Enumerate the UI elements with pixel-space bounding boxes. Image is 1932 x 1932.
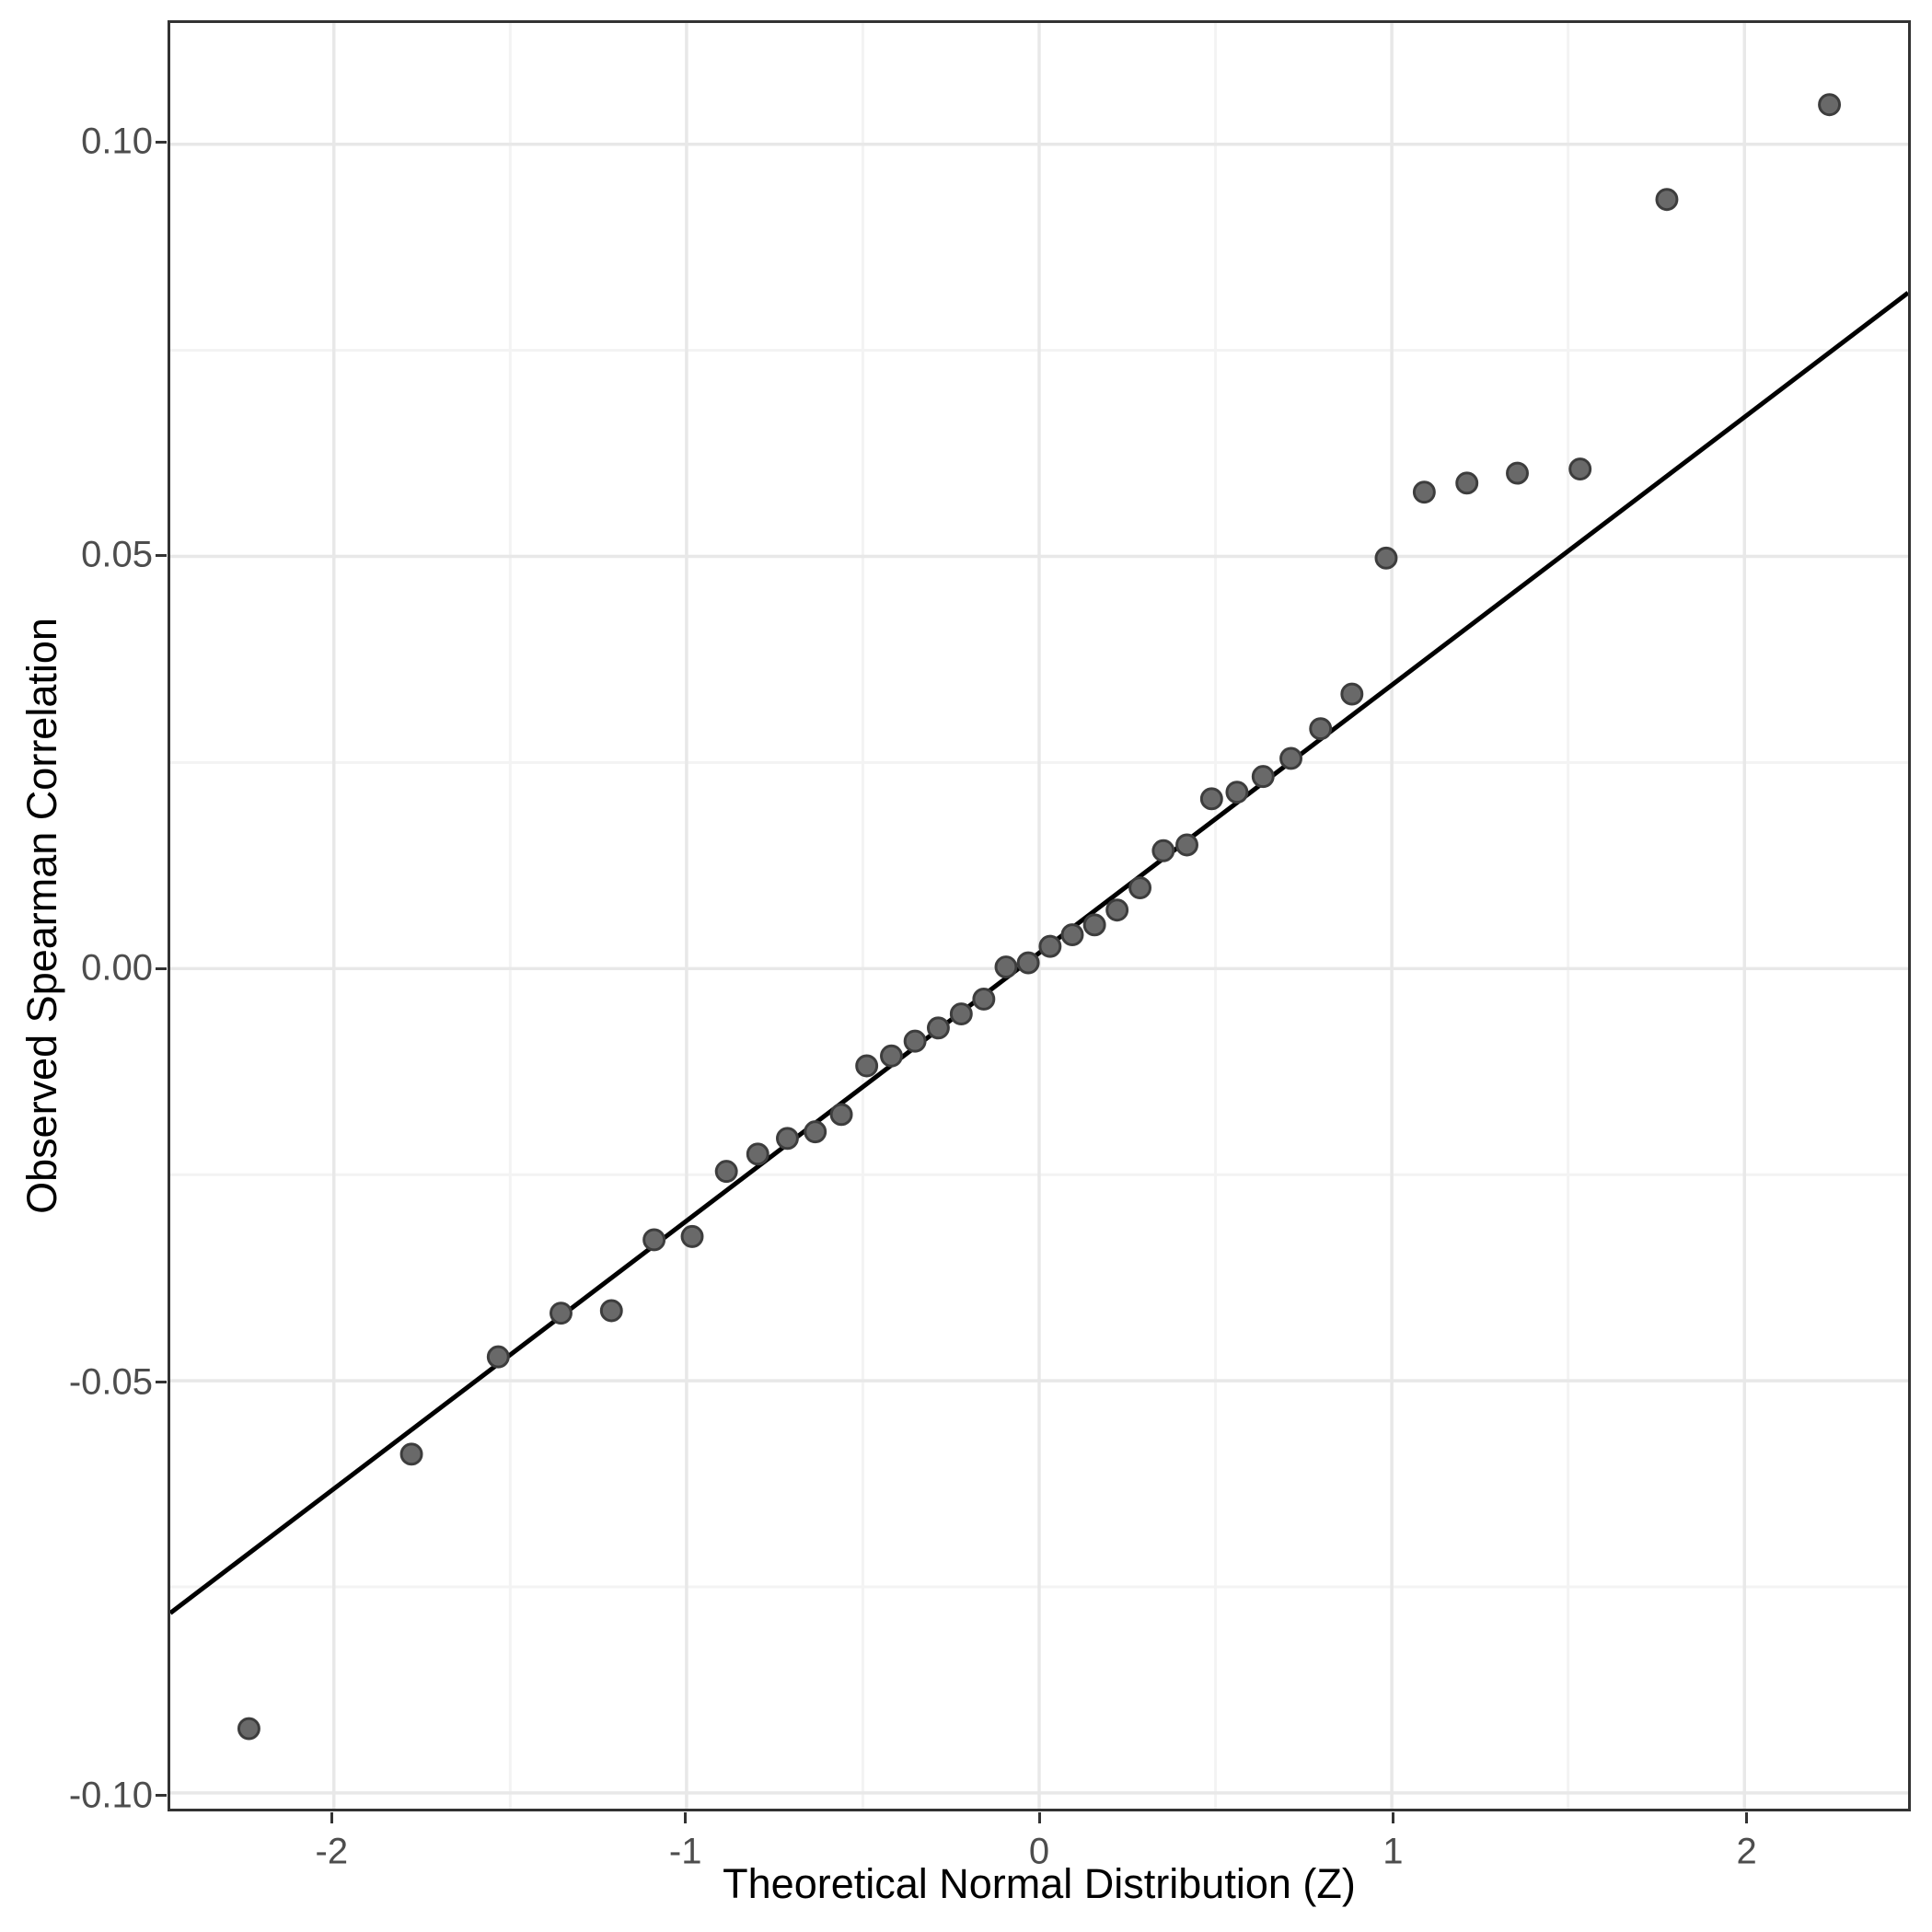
data-point [1655, 188, 1679, 212]
data-point [1199, 787, 1223, 811]
data-point [880, 1044, 903, 1068]
y-tick-label: 0.10 [81, 121, 153, 162]
y-tick-mark [156, 140, 167, 144]
data-point [972, 987, 996, 1011]
y-tick-label: 0.00 [81, 947, 153, 989]
data-point [903, 1029, 927, 1053]
x-tick-label: 0 [1028, 1831, 1050, 1872]
data-point [642, 1228, 666, 1252]
data-point [1175, 833, 1198, 857]
x-tick-label: -2 [315, 1831, 349, 1872]
data-point [1374, 546, 1398, 570]
x-tick-mark [330, 1812, 333, 1823]
data-point [680, 1224, 704, 1248]
data-point [1105, 898, 1129, 922]
data-point [829, 1103, 853, 1127]
x-tick-mark [1391, 1812, 1394, 1823]
data-point [949, 1002, 973, 1026]
y-tick-mark [156, 553, 167, 557]
data-point [1568, 457, 1592, 481]
data-point [855, 1054, 879, 1078]
x-tick-mark [1745, 1812, 1749, 1823]
data-point [1038, 934, 1062, 958]
data-point [1506, 461, 1529, 485]
data-point [1455, 471, 1479, 495]
data-point [1225, 781, 1249, 804]
data-point [714, 1160, 738, 1184]
data-point [399, 1442, 423, 1466]
data-point [1016, 951, 1040, 975]
y-tick-label: -0.10 [68, 1775, 153, 1816]
y-tick-label: 0.05 [81, 534, 153, 575]
plot-panel [168, 20, 1911, 1811]
y-tick-mark [156, 1381, 167, 1384]
data-point [926, 1016, 950, 1040]
x-tick-label: 2 [1736, 1831, 1757, 1872]
x-tick-mark [684, 1812, 688, 1823]
y-axis-title: Observed Spearman Correlation [18, 618, 65, 1214]
data-point [599, 1299, 623, 1323]
data-point [550, 1301, 573, 1325]
data-point [804, 1120, 827, 1144]
data-point [1128, 876, 1152, 900]
x-tick-mark [1037, 1812, 1041, 1823]
data-point [237, 1717, 260, 1741]
y-tick-mark [156, 1794, 167, 1798]
data-point [1251, 765, 1275, 789]
x-tick-label: -1 [668, 1831, 702, 1872]
plot-canvas [170, 23, 1908, 1809]
qq-reference-line [170, 291, 1908, 1615]
data-point [1279, 746, 1303, 770]
y-tick-label: -0.05 [68, 1361, 153, 1403]
data-point [1309, 717, 1333, 741]
data-point [486, 1345, 510, 1369]
x-axis-title: Theoretical Normal Distribution (Z) [723, 1860, 1356, 1907]
data-point [1060, 923, 1084, 947]
data-point [1340, 682, 1364, 706]
data-point [775, 1127, 799, 1151]
data-point [746, 1142, 769, 1166]
y-tick-mark [156, 966, 167, 970]
x-tick-label: 1 [1382, 1831, 1404, 1872]
data-point [1412, 480, 1436, 504]
data-point [1818, 93, 1842, 117]
data-point [994, 955, 1018, 978]
data-point [1082, 913, 1106, 937]
data-point [1151, 839, 1175, 862]
